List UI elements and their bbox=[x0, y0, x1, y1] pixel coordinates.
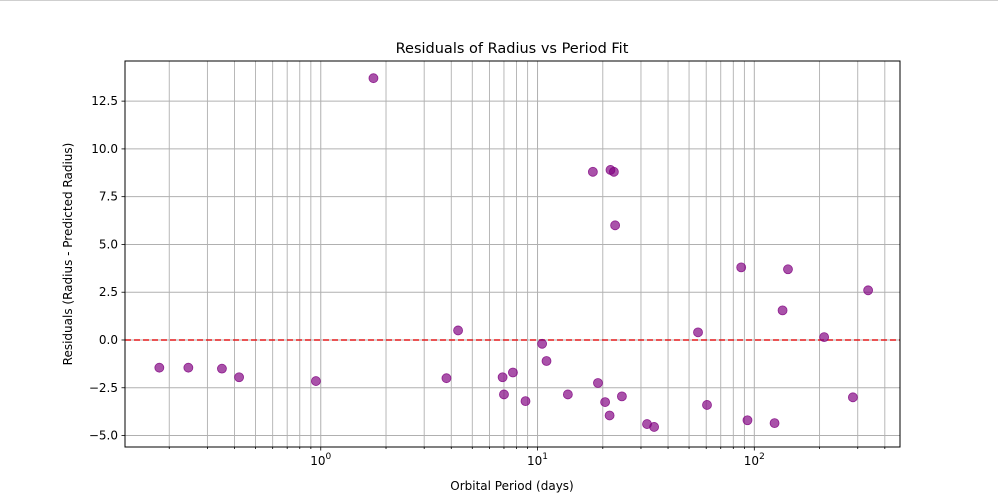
y-tick-label: 0.0 bbox=[99, 333, 118, 347]
data-point bbox=[610, 220, 621, 231]
y-tick-label: 12.5 bbox=[91, 94, 118, 108]
data-point bbox=[587, 166, 598, 177]
grid-lines bbox=[125, 61, 900, 447]
data-point bbox=[736, 262, 747, 273]
data-point bbox=[183, 362, 194, 373]
data-point bbox=[693, 327, 703, 338]
data-point bbox=[608, 166, 619, 177]
data-point bbox=[508, 367, 518, 378]
data-point bbox=[604, 410, 615, 421]
data-point bbox=[649, 422, 660, 432]
data-point bbox=[520, 396, 531, 407]
data-point bbox=[499, 389, 509, 400]
data-points bbox=[154, 73, 874, 432]
data-point bbox=[593, 378, 603, 388]
x-axis-label: Orbital Period (days) bbox=[450, 479, 573, 493]
x-tick-label: 101 bbox=[527, 452, 548, 468]
y-tick-label: 10.0 bbox=[91, 142, 118, 156]
data-point bbox=[368, 73, 379, 84]
data-point bbox=[600, 397, 611, 407]
data-point bbox=[217, 363, 227, 374]
y-tick-label: 2.5 bbox=[99, 285, 118, 299]
x-tick-label: 102 bbox=[744, 452, 765, 468]
y-axis-label: Residuals (Radius - Predicted Radius) bbox=[61, 143, 75, 366]
data-point bbox=[441, 373, 452, 384]
data-point bbox=[769, 418, 780, 429]
data-point bbox=[863, 285, 874, 296]
data-point bbox=[562, 389, 573, 400]
data-point bbox=[537, 338, 548, 349]
chart-title: Residuals of Radius vs Period Fit bbox=[396, 41, 629, 57]
y-tick-label: −2.5 bbox=[89, 381, 118, 395]
data-point bbox=[819, 332, 830, 343]
y-tick-label: −5.0 bbox=[89, 429, 118, 443]
data-point bbox=[497, 372, 508, 383]
plot-frame bbox=[124, 60, 901, 448]
data-point bbox=[702, 400, 712, 410]
data-point bbox=[848, 392, 858, 403]
data-point bbox=[541, 356, 552, 366]
x-tick-label: 100 bbox=[310, 452, 331, 468]
y-tick-label: 7.5 bbox=[99, 190, 118, 204]
y-tick-label: 5.0 bbox=[99, 237, 118, 251]
data-point bbox=[777, 305, 788, 316]
data-point bbox=[234, 372, 244, 383]
y-axis-ticks: −5.0 −2.5 0.0 2.5 5.0 7.5 10.0 12.5 bbox=[89, 94, 125, 443]
data-point bbox=[311, 376, 321, 386]
data-point bbox=[742, 415, 753, 426]
data-point bbox=[154, 362, 165, 373]
data-point bbox=[783, 264, 793, 275]
window-top-border bbox=[0, 0, 998, 1]
x-axis-ticks: 100 101 102 bbox=[168, 447, 886, 468]
data-point bbox=[616, 391, 627, 402]
data-point bbox=[453, 325, 463, 336]
